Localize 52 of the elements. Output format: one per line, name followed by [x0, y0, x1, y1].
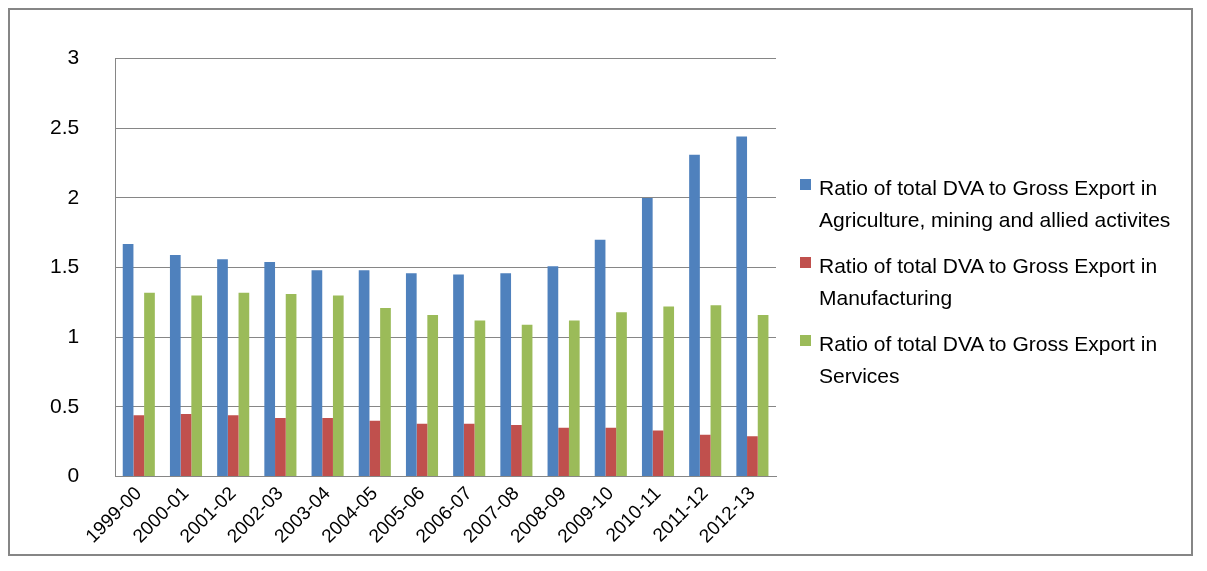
bar: [474, 320, 486, 477]
bar: [311, 270, 323, 477]
y-tick-label: 0: [67, 463, 80, 487]
bar: [736, 136, 748, 477]
bar: [558, 427, 569, 477]
bar: [547, 266, 559, 477]
bar: [663, 306, 675, 477]
legend-label: Ratio of total DVA to Gross Export in Agriculture, mining and allied activites: [819, 175, 1172, 233]
bar: [453, 274, 464, 477]
bar: [427, 314, 439, 477]
bar: [122, 243, 134, 477]
bar: [217, 259, 228, 477]
bar: [511, 425, 522, 477]
bar: [227, 415, 239, 477]
bar: [238, 292, 250, 477]
y-tick-label: 2: [67, 184, 80, 208]
bar: [641, 197, 653, 477]
bar: [521, 324, 533, 477]
bar: [605, 427, 617, 477]
y-tick-label: 2.5: [49, 115, 80, 139]
bar: [747, 436, 758, 477]
bar: [322, 418, 333, 477]
bar: [332, 295, 344, 477]
bar: [191, 295, 203, 477]
bar: [463, 423, 475, 477]
bar: [699, 434, 711, 477]
bar: [594, 239, 606, 477]
bar: [416, 423, 428, 477]
y-tick-label: 1.5: [49, 254, 80, 278]
bar: [380, 307, 391, 477]
bar: [689, 154, 700, 477]
legend-label: Ratio of total DVA to Gross Export in Manufacturing: [819, 253, 1159, 311]
bar: [358, 270, 370, 477]
bar: [652, 430, 664, 477]
bar: [264, 262, 276, 477]
bar: [133, 415, 145, 477]
bar: [144, 292, 155, 477]
y-tick-label: 3: [67, 45, 80, 69]
y-tick-label: 1: [67, 324, 80, 348]
bar: [180, 413, 192, 477]
bar: [568, 320, 580, 477]
bar: [757, 314, 769, 477]
bar: [275, 418, 286, 477]
bar: [405, 273, 417, 477]
bar: [285, 294, 297, 477]
y-tick-label: 0.5: [49, 393, 80, 417]
bar: [169, 255, 181, 477]
bar: [500, 273, 512, 477]
bar: [616, 312, 627, 477]
legend-label: Ratio of total DVA to Gross Export in Services: [819, 331, 1159, 389]
bar: [369, 420, 381, 477]
bar: [710, 305, 722, 477]
